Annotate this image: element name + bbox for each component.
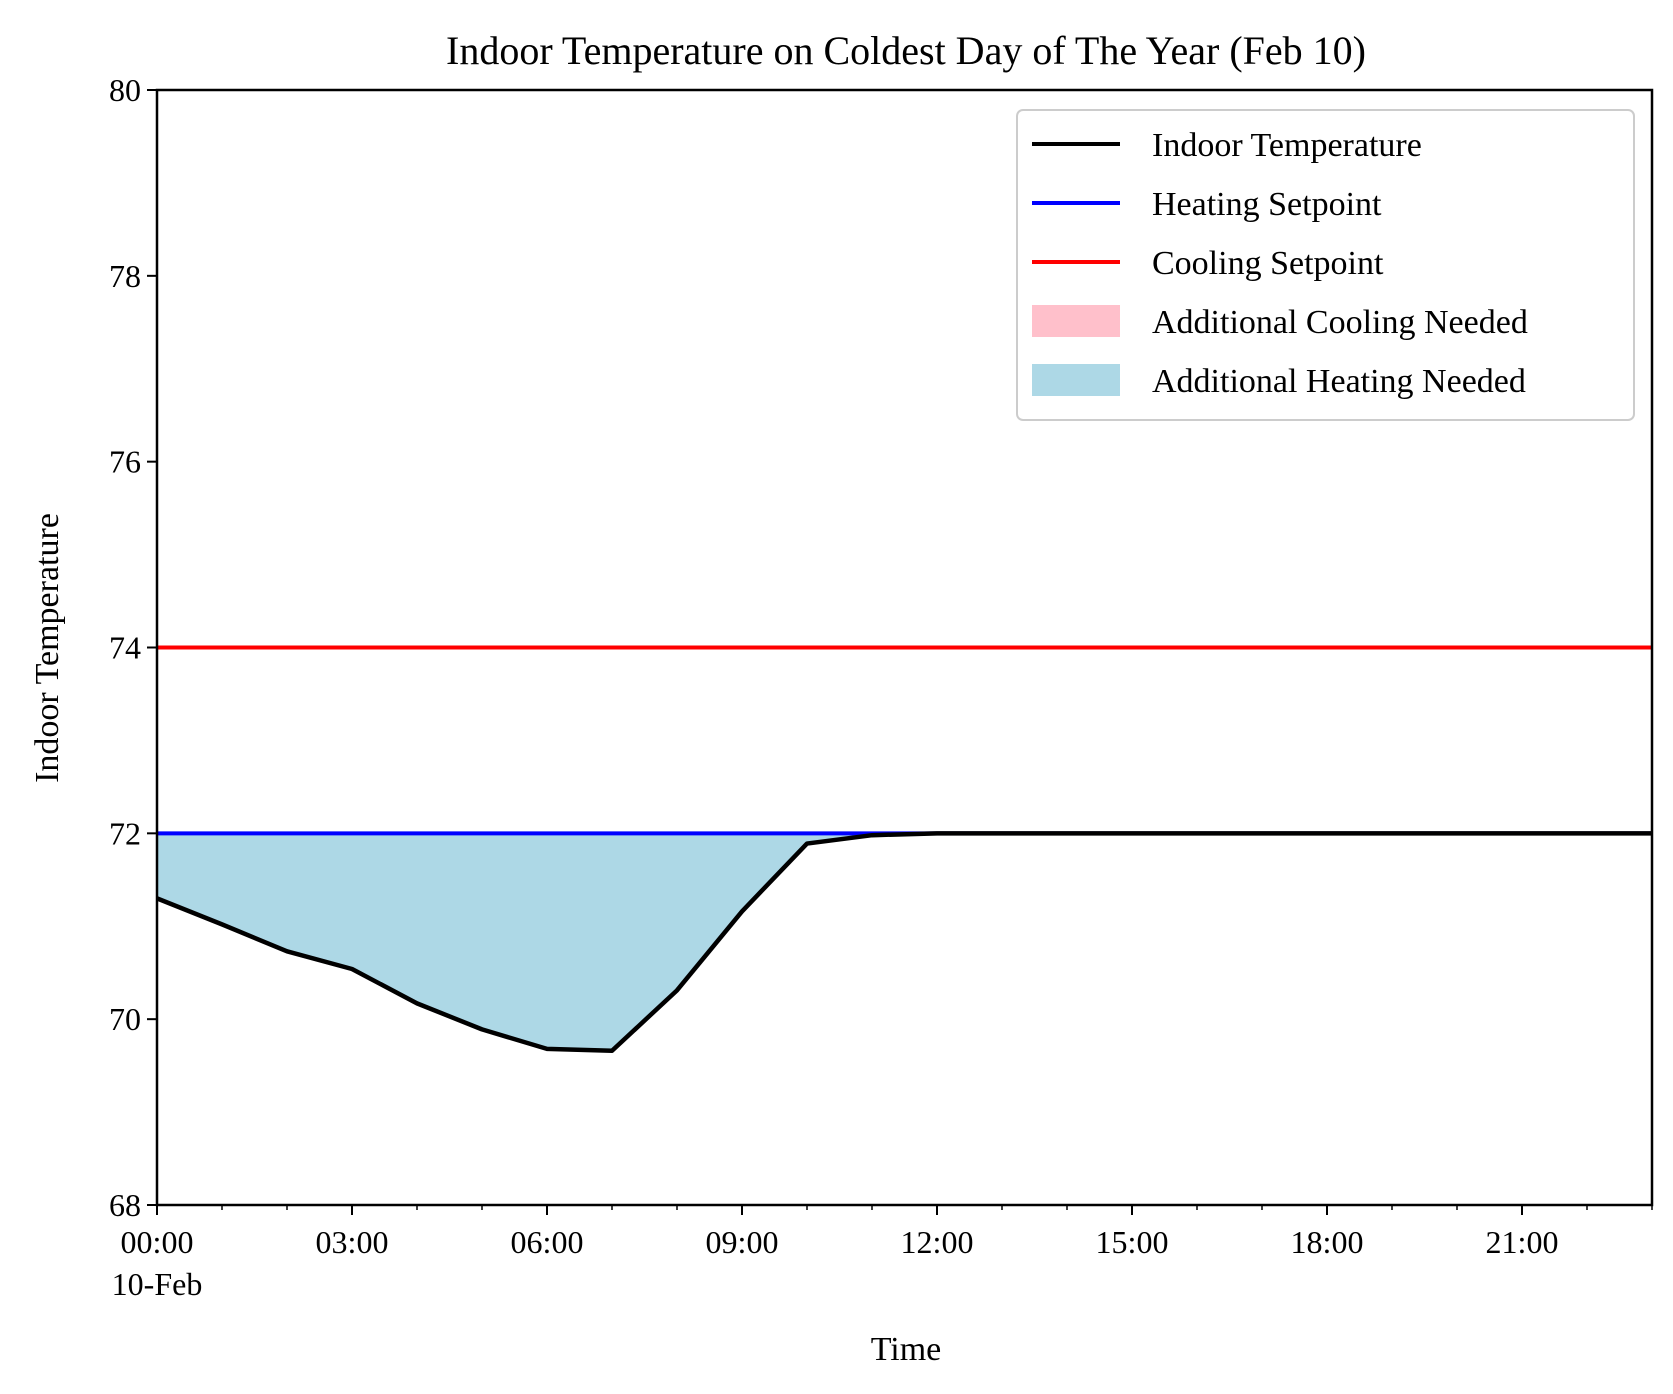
x-tick-label: 09:00 bbox=[706, 1224, 779, 1260]
chart-title: Indoor Temperature on Coldest Day of The… bbox=[446, 28, 1366, 73]
x-tick-label: 12:00 bbox=[901, 1224, 974, 1260]
legend-item-additional-cooling: Additional Cooling Needed bbox=[1032, 304, 1528, 341]
y-tick-label: 68 bbox=[109, 1187, 141, 1223]
legend-swatch-patch bbox=[1032, 305, 1120, 337]
y-tick-label: 70 bbox=[109, 1001, 141, 1037]
legend-swatch-patch bbox=[1032, 364, 1120, 396]
x-tick-label: 15:00 bbox=[1096, 1224, 1169, 1260]
legend-label: Additional Heating Needed bbox=[1152, 363, 1526, 400]
heating-needed-area bbox=[157, 833, 1652, 1051]
x-tick-label: 21:00 bbox=[1486, 1224, 1559, 1260]
legend-item-heating-setpoint: Heating Setpoint bbox=[1032, 186, 1382, 223]
y-tick-label: 72 bbox=[109, 815, 141, 851]
legend-item-cooling-setpoint: Cooling Setpoint bbox=[1032, 245, 1384, 282]
legend: Indoor Temperature Heating Setpoint Coolin… bbox=[1016, 109, 1635, 421]
y-tick-label: 74 bbox=[109, 630, 141, 666]
indoor-temperature-line bbox=[156, 831, 1652, 1054]
y-tick-label: 78 bbox=[109, 258, 141, 294]
y-axis-label: Indoor Temperature bbox=[29, 513, 66, 783]
x-tick-sublabel: 10-Feb bbox=[112, 1266, 203, 1302]
x-tick-label: 00:00 bbox=[121, 1224, 194, 1260]
legend-item-additional-heating: Additional Heating Needed bbox=[1032, 363, 1526, 400]
x-axis-label: Time bbox=[871, 1331, 942, 1368]
y-tick-label: 80 bbox=[109, 72, 141, 108]
legend-label: Heating Setpoint bbox=[1152, 186, 1382, 223]
legend-label: Additional Cooling Needed bbox=[1152, 304, 1528, 341]
legend-box bbox=[1016, 109, 1635, 421]
y-tick-label: 76 bbox=[109, 444, 141, 480]
legend-label: Cooling Setpoint bbox=[1152, 245, 1384, 282]
x-tick-label: 06:00 bbox=[511, 1224, 584, 1260]
legend-label: Indoor Temperature bbox=[1152, 127, 1422, 164]
x-tick-label: 03:00 bbox=[316, 1224, 389, 1260]
legend-item-indoor-temperature: Indoor Temperature bbox=[1032, 127, 1422, 164]
x-tick-label: 18:00 bbox=[1291, 1224, 1364, 1260]
